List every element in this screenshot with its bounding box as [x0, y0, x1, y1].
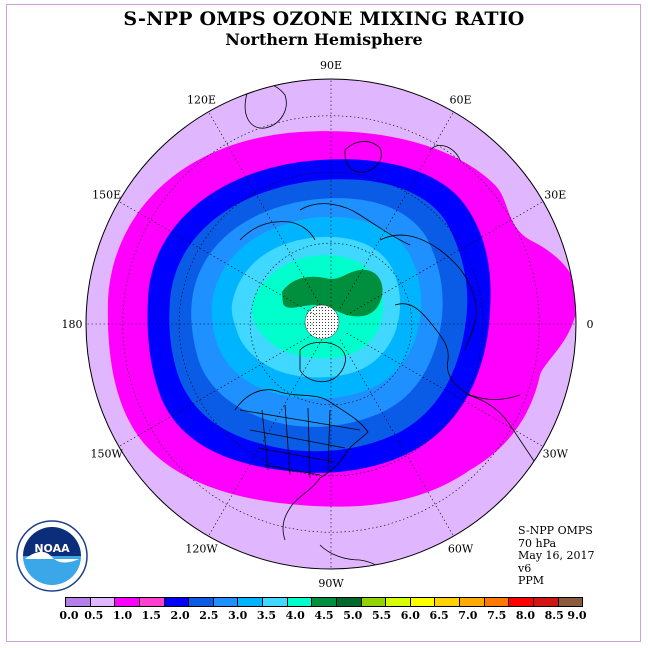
- colorbar-tick-label: 0.5: [84, 609, 104, 622]
- hemisphere-boundary: [85, 78, 577, 570]
- band-4.5-5.0: [282, 269, 383, 317]
- colorbar-tick-label: 2.0: [170, 609, 190, 622]
- colorbar-swatch: [410, 598, 436, 606]
- colorbar-swatch: [361, 598, 387, 606]
- polar-cap: [304, 304, 340, 340]
- colorbar-swatch: [386, 598, 411, 606]
- info-block: S-NPP OMPS 70 hPa May 16, 2017 v6 PPM: [518, 524, 595, 588]
- info-version: v6: [518, 561, 532, 575]
- colorbar-tick-label: 5.5: [371, 609, 392, 622]
- colorbar-tick-label: 6.0: [400, 609, 420, 622]
- plot-frame: [6, 4, 641, 642]
- colorbar-swatch: [189, 598, 214, 606]
- longitude-label: 90E: [320, 59, 342, 72]
- longitude-label: 90W: [318, 577, 344, 590]
- colorbar-tick-label: 6.5: [429, 609, 449, 622]
- longitude-label: 60W: [448, 542, 474, 555]
- colorbar-tick-label: 2.5: [199, 609, 219, 622]
- info-level: 70 hPa: [518, 536, 557, 550]
- colorbar-tick-label: 7.0: [458, 609, 478, 622]
- colorbar-tick-label: 8.0: [515, 609, 536, 622]
- colorbar-swatch: [115, 598, 140, 606]
- colorbar-swatch: [90, 598, 116, 606]
- map-title: S-NPP OMPS OZONE MIXING RATIO: [123, 8, 525, 30]
- map-subtitle: Northern Hemisphere: [225, 30, 423, 49]
- longitude-label: 150W: [91, 448, 124, 461]
- colorbar-tick-label: 3.5: [256, 609, 277, 622]
- info-units: PPM: [518, 574, 545, 587]
- colorbar-tick-label: 4.0: [285, 609, 305, 622]
- noaa-logo: NOAA: [16, 520, 88, 592]
- longitude-label: 120E: [187, 94, 216, 107]
- colorbar-swatch: [263, 598, 288, 606]
- colorbar-swatch: [164, 598, 190, 606]
- colorbar-tick-label: 1.5: [141, 609, 161, 622]
- colorbar-tick-label: 0.0: [59, 609, 79, 622]
- longitude-label: 0: [587, 318, 594, 331]
- colorbar-tick-label: 4.5: [314, 609, 334, 622]
- longitude-label: 150E: [92, 189, 121, 202]
- longitude-label: 120W: [185, 542, 218, 555]
- longitude-labels: 90E 60E 30E 0 30W 60W 90W 120W 150W 180 150E 120E: [62, 59, 594, 590]
- colorbar-swatch: [460, 598, 485, 606]
- colorbar-swatch: [484, 598, 510, 606]
- colorbar-swatch: [336, 598, 362, 606]
- longitude-label: 30W: [543, 448, 569, 461]
- colorbar-swatch: [213, 598, 239, 606]
- colorbar-swatch: [509, 598, 534, 606]
- colorbar-swatch: [312, 598, 337, 606]
- info-instrument: S-NPP OMPS: [518, 524, 593, 537]
- colorbar-tick-label: 3.0: [228, 609, 248, 622]
- info-date: May 16, 2017: [518, 549, 595, 562]
- colorbar-tick-label: 9.0: [567, 609, 587, 622]
- longitude-label: 180: [62, 318, 83, 331]
- colorbar-tick-label: 7.5: [487, 609, 507, 622]
- colorbar-swatch: [533, 598, 559, 606]
- logo-wordmark: NOAA: [34, 542, 70, 555]
- colorbar-ticks: 0.0 0.5 1.0 1.5 2.0 2.5 3.0 3.5 4.0 4.5 5.0 5.5 6.0 6…: [59, 609, 587, 623]
- colorbar-swatch: [558, 598, 583, 606]
- colorbar-swatch: [139, 598, 165, 606]
- colorbar-swatch: [238, 598, 263, 606]
- colorbar: [65, 597, 583, 607]
- colorbar-swatch: [66, 598, 91, 606]
- colorbar-tick-label: 5.0: [343, 609, 363, 622]
- ozone-field: [86, 79, 576, 569]
- graticule: [86, 79, 576, 569]
- colorbar-tick-label: 8.5: [544, 609, 564, 622]
- colorbar-tick-label: 1.0: [112, 609, 133, 622]
- colorbar-swatch: [287, 598, 313, 606]
- longitude-label: 60E: [449, 94, 471, 107]
- longitude-label: 30E: [544, 189, 566, 202]
- colorbar-swatch: [435, 598, 460, 606]
